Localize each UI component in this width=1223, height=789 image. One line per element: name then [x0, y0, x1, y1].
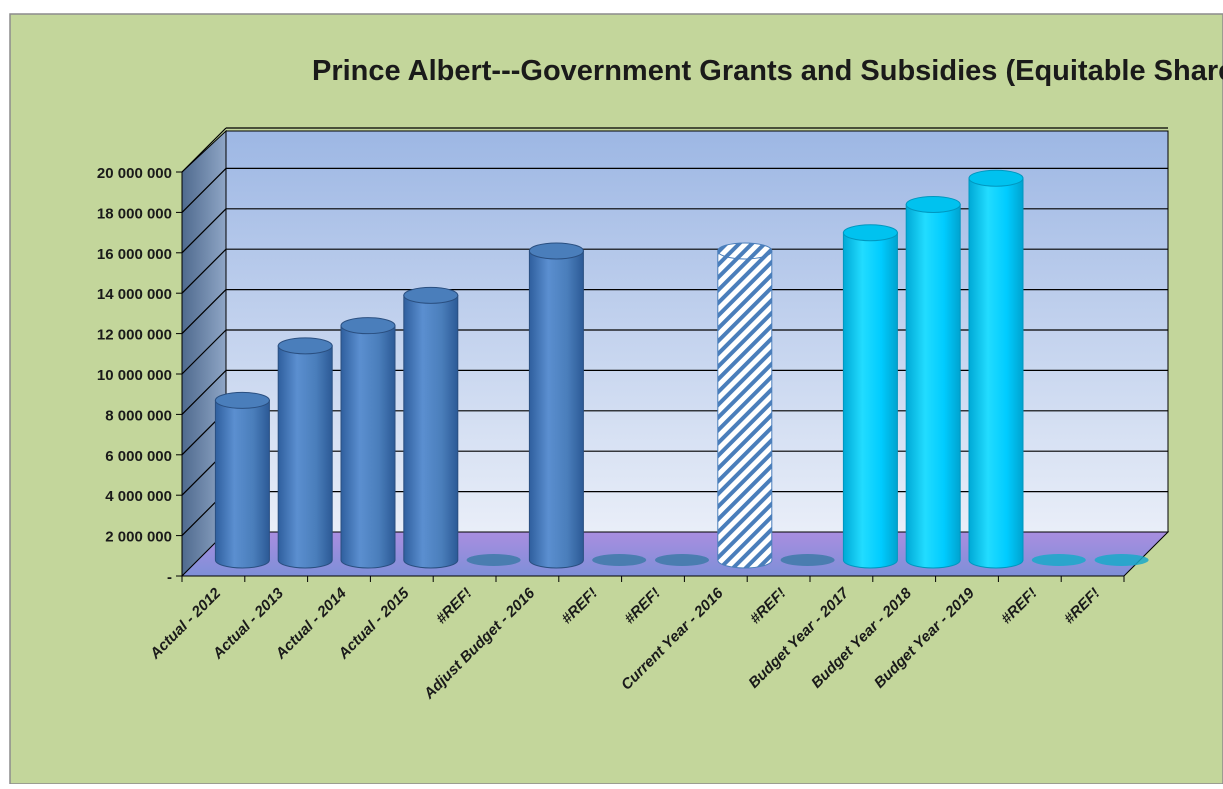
bar-2: [277, 337, 333, 569]
ref-marker: [466, 554, 521, 566]
gridline-side: [181, 289, 227, 335]
bar-top: [214, 391, 270, 409]
bar-1: [214, 391, 270, 569]
bar-9: [717, 242, 773, 569]
ref-marker: [780, 554, 835, 566]
y-tick-label: 16 000 000: [97, 246, 172, 263]
y-tick-label: 18 000 000: [97, 205, 172, 222]
ref-marker: [1094, 554, 1149, 566]
gridline-side: [181, 208, 227, 254]
bar-10: [780, 554, 835, 566]
bar-top: [842, 224, 898, 242]
bar-top: [340, 317, 396, 335]
ref-marker: [592, 554, 647, 566]
bar-4: [403, 286, 459, 569]
gridline-side: [181, 167, 227, 213]
y-tick-label: 20 000 000: [97, 165, 172, 182]
bars: [214, 169, 1149, 569]
y-tick-label: 14 000 000: [97, 286, 172, 303]
y-tick-label: 8 000 000: [105, 407, 172, 424]
y-tick-label: 12 000 000: [97, 327, 172, 344]
ref-marker: [655, 554, 709, 566]
y-tick-label: -: [167, 569, 172, 586]
bar-body: [528, 250, 584, 569]
y-tick-label: 4 000 000: [105, 488, 172, 505]
bar-body: [905, 203, 961, 569]
bar-13: [968, 169, 1024, 569]
bar-top: [277, 337, 333, 355]
bar-body: [340, 325, 396, 569]
bar-12: [905, 195, 961, 569]
gridline-side: [181, 369, 227, 415]
bar-top: [968, 169, 1024, 187]
bar-8: [655, 554, 709, 566]
bar-top: [528, 242, 584, 260]
bar-14: [1031, 554, 1086, 566]
bar-body: [277, 345, 333, 569]
y-tick-label: 10 000 000: [97, 367, 172, 384]
gridline-side: [181, 329, 227, 375]
chart-title: Prince Albert---Government Grants and Su…: [312, 55, 1223, 87]
bar-11: [842, 224, 898, 569]
bar-body: [403, 294, 459, 569]
y-axis: - 2 000 000 4 000 000 6 000 000 8 000 000 10 …: [97, 165, 183, 586]
bar-top: [403, 286, 459, 304]
bar-top: [905, 195, 961, 213]
bar-3: [340, 317, 396, 569]
bar-body: [214, 399, 270, 569]
bar-body: [968, 177, 1024, 569]
bar-7: [592, 554, 647, 566]
bar-body: [717, 250, 773, 569]
bar-body: [842, 232, 898, 569]
bar-15: [1094, 554, 1149, 566]
y-tick-label: 2 000 000: [105, 529, 172, 546]
y-tick-label: 6 000 000: [105, 448, 172, 465]
gridline-side: [181, 248, 227, 294]
bar-6: [528, 242, 584, 569]
bar-5: [466, 554, 521, 566]
gridline-side: [181, 127, 227, 173]
ref-marker: [1031, 554, 1086, 566]
bar-top: [717, 242, 773, 260]
